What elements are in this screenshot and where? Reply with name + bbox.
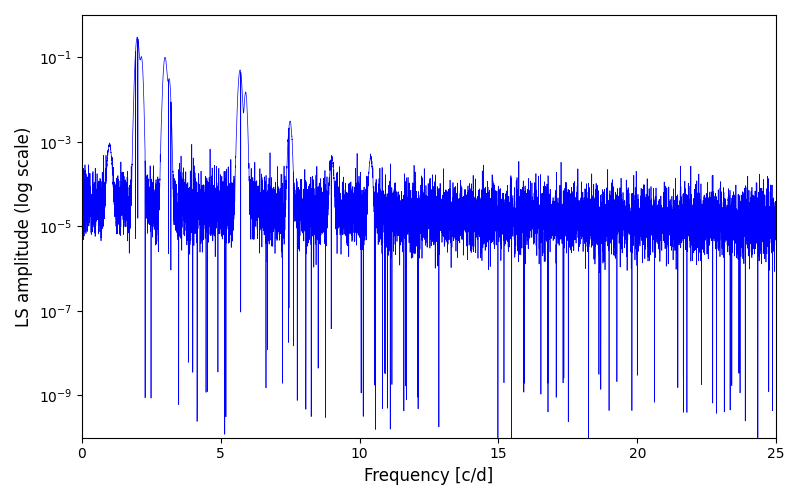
X-axis label: Frequency [c/d]: Frequency [c/d] <box>364 467 494 485</box>
Y-axis label: LS amplitude (log scale): LS amplitude (log scale) <box>15 126 33 326</box>
